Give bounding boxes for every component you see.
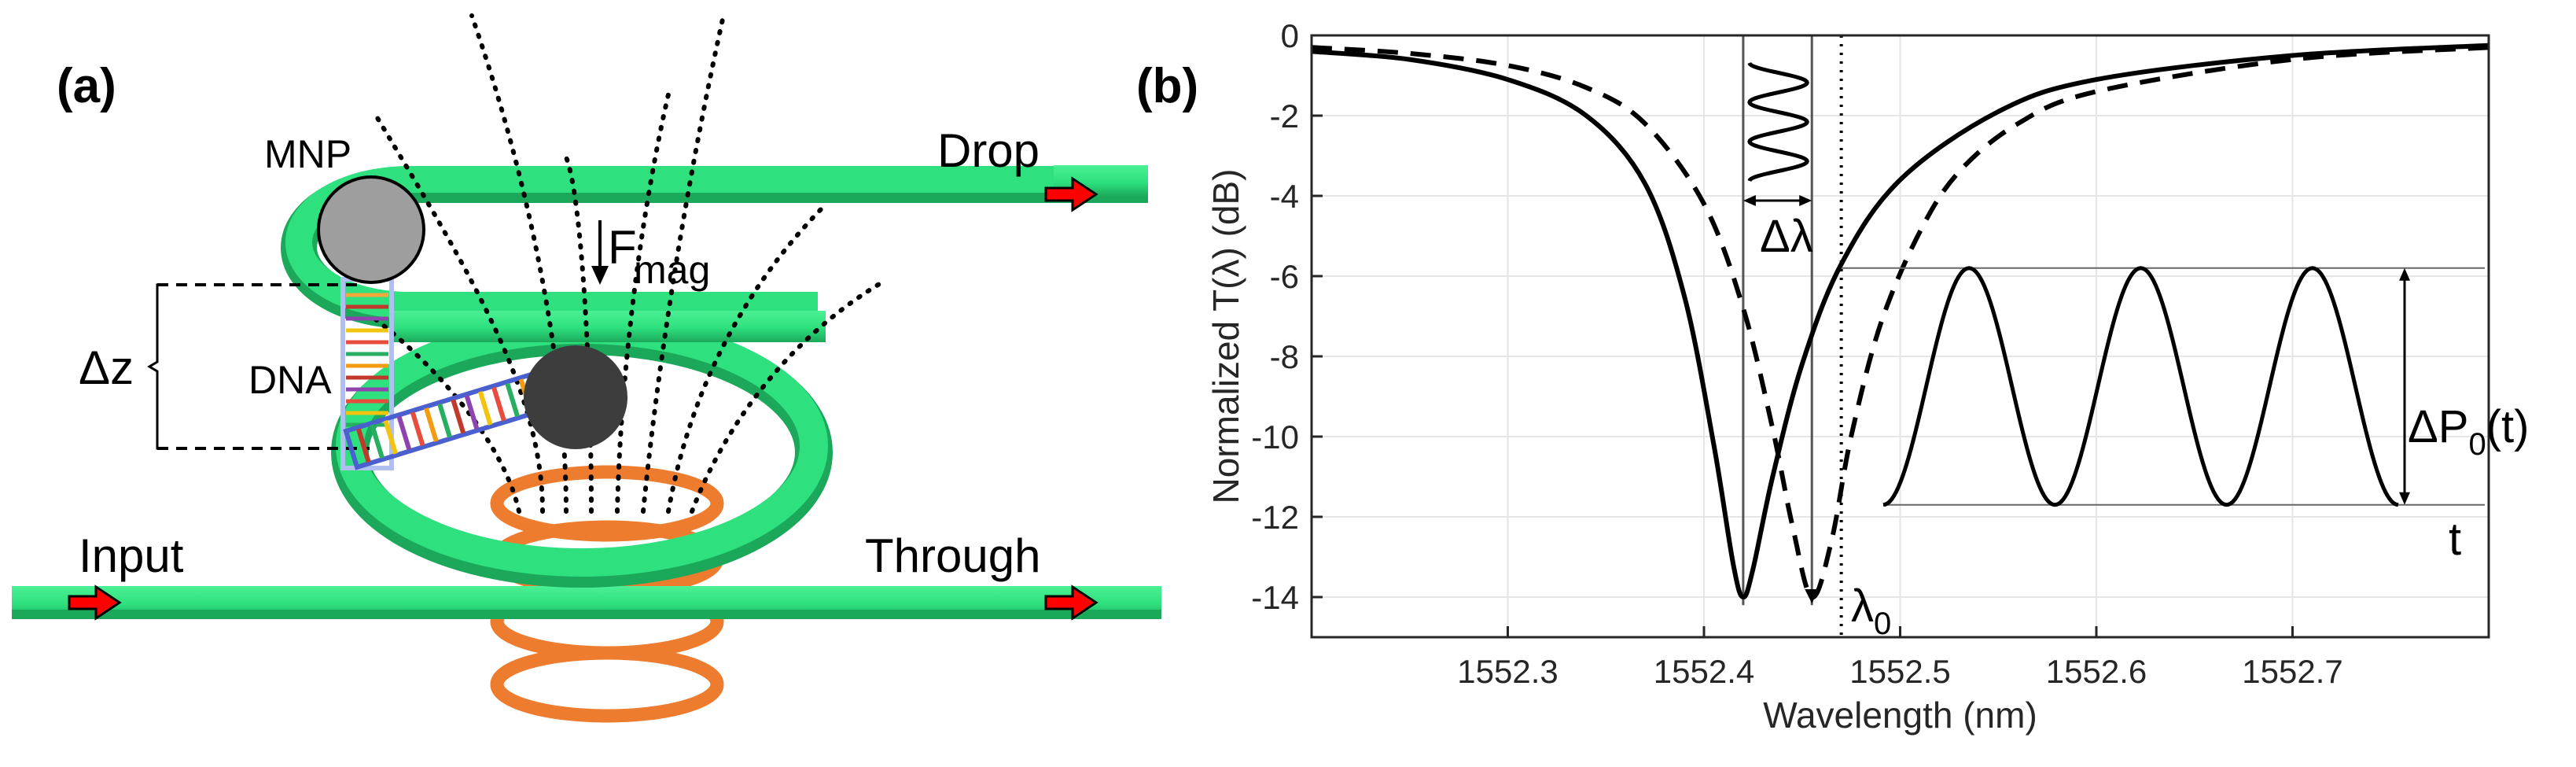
mnp-particle-dark (524, 345, 627, 449)
delta-p0-label: ΔP0(t) (2408, 401, 2529, 462)
y-tick-label: 0 (1281, 17, 1299, 54)
inset-power-oscillation (1882, 266, 2399, 507)
magnetic-field-lines (367, 13, 883, 514)
panel-a-diagram: (a) (12, 13, 1161, 723)
y-tick-label: -14 (1251, 579, 1299, 616)
x-axis-title: Wavelength (nm) (1763, 695, 2037, 736)
lambda0-label: λ0 (1851, 581, 1891, 641)
y-axis-title: Normalized T(λ) (dB) (1205, 169, 1246, 504)
series-reference-solid (1311, 42, 2490, 599)
dz-guide-lines (157, 283, 370, 450)
y-tick-label: -12 (1251, 499, 1299, 536)
mnp-particle-light (317, 175, 425, 284)
x-tick-label: 1552.7 (2242, 653, 2342, 690)
delta-lambda-label: Δλ (1760, 211, 1813, 262)
panel-b-chart: (b) 1552.3 1552.4 1552.5 1552.6 1552.7 0 -2 -4 -… (1136, 17, 2529, 736)
panel-b-label: (b) (1136, 59, 1198, 113)
microring-upper (280, 165, 1148, 342)
delta-z-label: Δz (79, 341, 134, 394)
y-tick-label: -10 (1251, 419, 1299, 455)
right-arrow-icon (68, 584, 122, 621)
right-arrowhead-icon (1799, 195, 1812, 206)
dz-bracket (147, 283, 167, 450)
chart-series (1311, 42, 2490, 599)
up-arrowhead-icon (2399, 267, 2410, 281)
inset-wavelength-oscillation (1747, 62, 1809, 182)
y-tick-label: -8 (1270, 338, 1299, 375)
x-tick-label: 1552.3 (1457, 653, 1558, 690)
input-port-label: Input (79, 529, 184, 582)
y-tick-label: -4 (1270, 178, 1299, 215)
time-axis-label: t (2449, 514, 2461, 565)
down-arrow-icon (591, 220, 609, 285)
drop-port-label: Drop (937, 124, 1040, 177)
y-tick-label: -6 (1270, 258, 1299, 295)
panel-a-label: (a) (57, 59, 116, 113)
down-arrowhead-icon (2399, 492, 2410, 505)
mnp-label: MNP (264, 132, 351, 176)
chart-ticks: 1552.3 1552.4 1552.5 1552.6 1552.7 0 -2 -4 -6 -8 -… (1251, 17, 2342, 690)
right-arrow-icon (1044, 176, 1098, 212)
x-tick-label: 1552.4 (1654, 653, 1754, 690)
left-arrowhead-icon (1742, 195, 1756, 206)
reference-lines (1742, 35, 1843, 637)
force-label: F (608, 221, 637, 274)
right-arrow-icon (1044, 584, 1098, 621)
y-tick-label: -2 (1270, 98, 1299, 135)
inset-curves (1747, 62, 2485, 507)
force-subscript: mag (634, 248, 710, 292)
dna-label: DNA (248, 358, 332, 402)
bus-waveguide-bottom (12, 586, 1161, 619)
x-tick-label: 1552.6 (2046, 653, 2147, 690)
through-port-label: Through (865, 529, 1040, 582)
series-shifted-dashed (1311, 45, 2490, 599)
x-tick-label: 1552.5 (1849, 653, 1950, 690)
plot-frame (1310, 34, 2490, 639)
chart-grid (1312, 35, 2489, 637)
